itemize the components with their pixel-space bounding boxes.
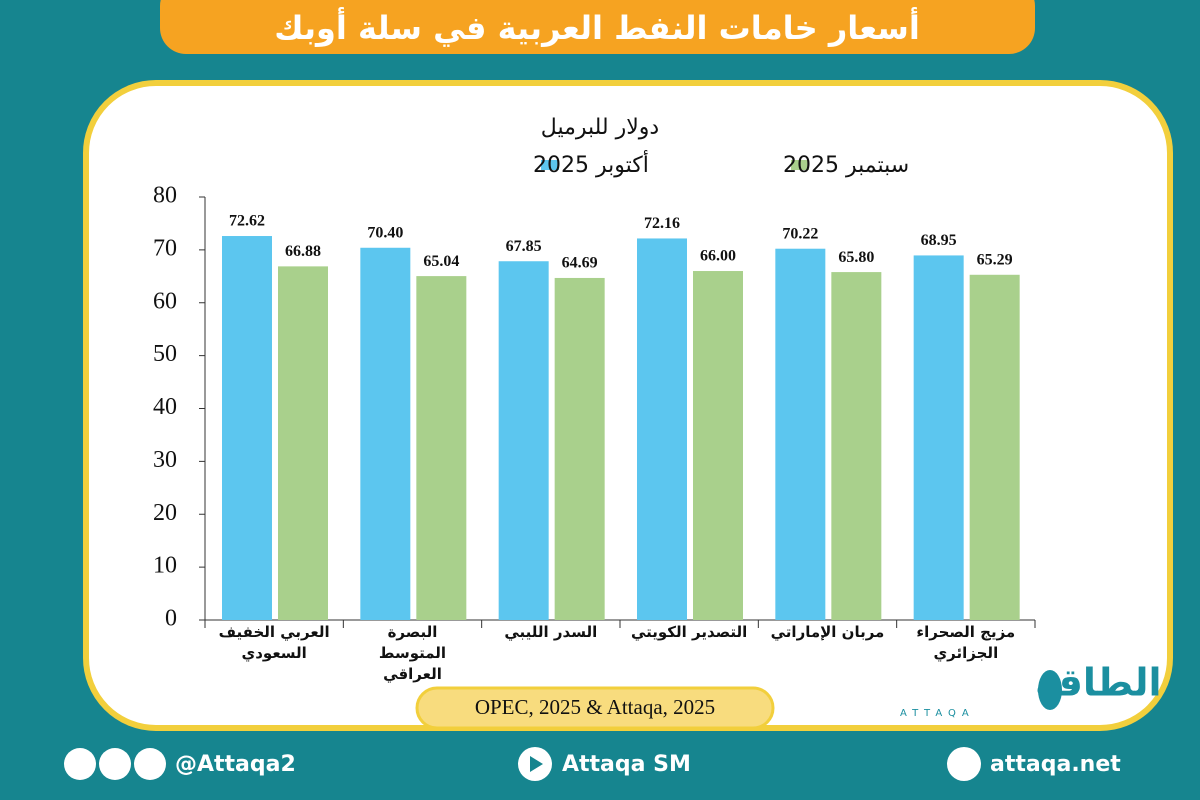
value-label: 65.29 bbox=[977, 251, 1013, 268]
y-tick-label: 80 bbox=[153, 183, 177, 209]
bar bbox=[637, 238, 687, 621]
logo-drop bbox=[1038, 670, 1062, 710]
icon-web bbox=[947, 747, 981, 781]
y-tick-label: 70 bbox=[153, 235, 177, 261]
bar bbox=[831, 272, 882, 620]
icon-x bbox=[64, 748, 96, 780]
x-tick-label: العربي الخفيف السعودي bbox=[218, 623, 330, 662]
value-label: 66.88 bbox=[285, 243, 321, 260]
value-label: 65.04 bbox=[423, 253, 459, 270]
legend-swatch bbox=[791, 160, 809, 170]
value-label: 65.80 bbox=[838, 249, 874, 266]
bar bbox=[416, 276, 467, 620]
icon-play bbox=[530, 756, 543, 772]
x-tick-label: مربان الإماراتي bbox=[770, 623, 885, 641]
value-label: 67.85 bbox=[506, 238, 542, 255]
x-tick-label: التصدير الكويتي bbox=[630, 623, 748, 641]
logo-latin: ATTAQA bbox=[900, 708, 975, 719]
y-tick-label: 10 bbox=[153, 553, 177, 579]
y-tick-label: 20 bbox=[153, 500, 177, 526]
title-banner bbox=[160, 0, 1035, 54]
x-tick-label: البصرة المتوسط العراقي bbox=[378, 623, 447, 683]
youtube-name: Attaqa SM bbox=[562, 752, 691, 777]
chart-title: أسعار خامات النفط العربية في سلة أوبك bbox=[274, 7, 920, 47]
bar bbox=[969, 274, 1020, 620]
bar bbox=[775, 248, 826, 621]
y-tick-label: 30 bbox=[153, 447, 177, 473]
legend: أكتوبر 2025 سبتمبر 2025 bbox=[533, 150, 909, 178]
social-handle: @Attaqa2 bbox=[175, 752, 296, 777]
value-label: 70.40 bbox=[367, 224, 403, 241]
website: attaqa.net bbox=[990, 752, 1121, 777]
value-label: 70.22 bbox=[782, 225, 818, 242]
y-tick-label: 40 bbox=[153, 394, 177, 420]
source-box bbox=[415, 686, 775, 730]
x-tick-label: السدر الليبي bbox=[504, 623, 598, 641]
bar bbox=[278, 266, 328, 620]
bar bbox=[913, 255, 964, 620]
bar bbox=[693, 271, 743, 620]
x-tick-label: مزيج الصحراء الجزائري bbox=[916, 623, 1016, 662]
legend-label: سبتمبر 2025 bbox=[783, 153, 909, 178]
value-label: 72.62 bbox=[229, 213, 265, 230]
legend-swatch bbox=[541, 160, 559, 170]
y-tick-label: 50 bbox=[153, 341, 177, 367]
value-label: 66.00 bbox=[700, 248, 736, 265]
value-label: 64.69 bbox=[562, 255, 598, 272]
bar bbox=[222, 236, 272, 621]
icon-instagram bbox=[99, 748, 131, 780]
bar bbox=[554, 277, 605, 620]
bar bbox=[360, 247, 411, 620]
source: OPEC, 2025 & Attaqa, 2025 bbox=[475, 695, 715, 719]
icon-facebook bbox=[134, 748, 166, 780]
y-tick-label: 0 bbox=[165, 606, 177, 632]
y-tick-label: 60 bbox=[153, 288, 177, 314]
legend-label: أكتوبر 2025 bbox=[533, 150, 649, 178]
y-axis-label: دولار للبرميل bbox=[541, 115, 659, 140]
bar bbox=[498, 261, 549, 620]
value-label: 68.95 bbox=[921, 232, 957, 249]
value-label: 72.16 bbox=[644, 215, 680, 232]
